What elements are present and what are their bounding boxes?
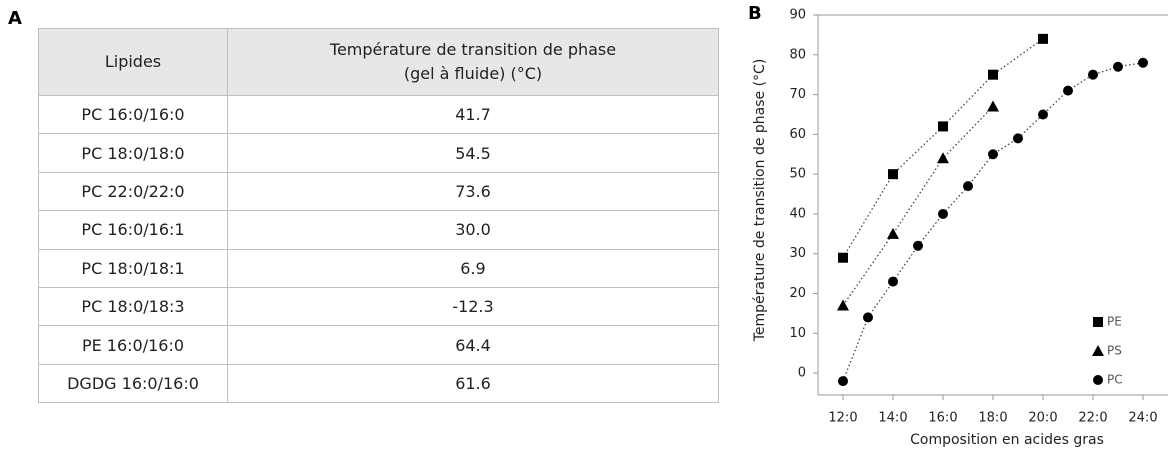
marker [888, 276, 898, 287]
table-row: DGDG 16:0/16:0 61.6 [38, 363, 719, 404]
header-row: Lipides Température de transition de phas… [38, 28, 719, 96]
marker [1063, 85, 1073, 96]
marker [863, 312, 873, 323]
table-cell: PE 16:0/16:0 [38, 325, 228, 365]
marker [913, 240, 923, 251]
table-cell: PC 16:0/16:0 [38, 94, 228, 135]
trend-line [842, 106, 994, 306]
y-tick-label: 50 [789, 167, 806, 182]
marker [963, 181, 973, 192]
header-line: (gel à fluide) (°C) [403, 64, 543, 83]
marker [888, 169, 898, 180]
trend-line [842, 38, 1044, 259]
marker [1093, 317, 1103, 327]
marker [1038, 109, 1048, 120]
table-cell: PC 18:0/18:0 [38, 133, 228, 173]
marker [1013, 133, 1023, 144]
marker [1092, 345, 1104, 356]
table-row: PC 18:0/18:3 -12.3 [38, 286, 719, 327]
table-cell: 41.7 [227, 94, 719, 135]
marker [988, 149, 998, 160]
marker [988, 69, 998, 80]
x-tick-label: 14:0 [878, 411, 907, 426]
legend-label: PS [1107, 344, 1122, 358]
x-tick-label: 24:0 [1128, 411, 1157, 426]
table-cell: -12.3 [227, 286, 719, 327]
y-tick-label: 80 [789, 47, 806, 62]
table-row: PC 16:0/16:0 41.7 [38, 94, 719, 135]
marker [1088, 69, 1098, 80]
table-cell: DGDG 16:0/16:0 [38, 363, 228, 404]
header-cell: Lipides [38, 28, 228, 96]
x-axis-label: Composition en acides gras [910, 432, 1104, 448]
marker [838, 376, 848, 387]
y-tick-label: 20 [789, 286, 806, 301]
table-cell: 30.0 [227, 210, 719, 250]
table-row: PC 22:0/22:0 73.6 [38, 171, 719, 212]
table-cell: PC 18:0/18:1 [38, 248, 228, 288]
x-tick-label: 18:0 [978, 411, 1007, 426]
marker [938, 208, 948, 219]
x-tick-label: 16:0 [928, 411, 957, 426]
table-row: PC 16:0/16:1 30.0 [38, 210, 719, 250]
table-cell: 73.6 [227, 171, 719, 212]
y-tick-label: 90 [789, 8, 806, 23]
legend-label: PE [1107, 315, 1122, 329]
y-tick-label: 10 [789, 326, 806, 341]
panel-label: B [748, 3, 762, 24]
marker [987, 100, 999, 112]
marker [1138, 57, 1148, 68]
table-cell: PC 22:0/22:0 [38, 171, 228, 212]
marker [938, 121, 948, 132]
table-row: PC 18:0/18:1 6.9 [38, 248, 719, 288]
table-cell: PC 18:0/18:3 [38, 286, 228, 327]
table: Lipides Température de transition de phas… [38, 28, 719, 404]
table-cell: PC 16:0/16:1 [38, 210, 228, 250]
x-tick-label: 22:0 [1078, 411, 1107, 426]
panel-label: A [8, 8, 22, 29]
marker [837, 299, 849, 311]
marker [1038, 33, 1048, 44]
marker [838, 252, 848, 263]
y-axis-label: Température de transition de phase (°C) [752, 59, 768, 343]
marker [937, 152, 949, 164]
table-cell: 61.6 [227, 363, 719, 404]
y-tick-label: 60 [789, 127, 806, 142]
header-line: Température de transition de phase [329, 40, 617, 59]
x-tick-label: 12:0 [828, 411, 857, 426]
legend-label: PC [1107, 373, 1123, 387]
table-cell: 54.5 [227, 133, 719, 173]
header-cell: Température de transition de phase (gel à… [227, 28, 719, 96]
table-cell: 64.4 [227, 325, 719, 365]
y-tick-label: 40 [789, 206, 806, 221]
chart: 0 10 20 30 40 50 60 70 80 90 12:0 14:0 16:0 18:0 20:0 2… [752, 8, 1168, 448]
y-tick-label: 30 [789, 246, 806, 261]
marker [1093, 375, 1103, 385]
x-tick-label: 20:0 [1028, 411, 1057, 426]
marker [887, 227, 899, 239]
y-tick-label: 70 [789, 87, 806, 102]
table-row: PE 16:0/16:0 64.4 [38, 325, 719, 365]
marker [1113, 61, 1123, 72]
table-row: PC 18:0/18:0 54.5 [38, 133, 719, 173]
table-cell: 6.9 [227, 248, 719, 288]
y-tick-label: 0 [798, 366, 806, 381]
